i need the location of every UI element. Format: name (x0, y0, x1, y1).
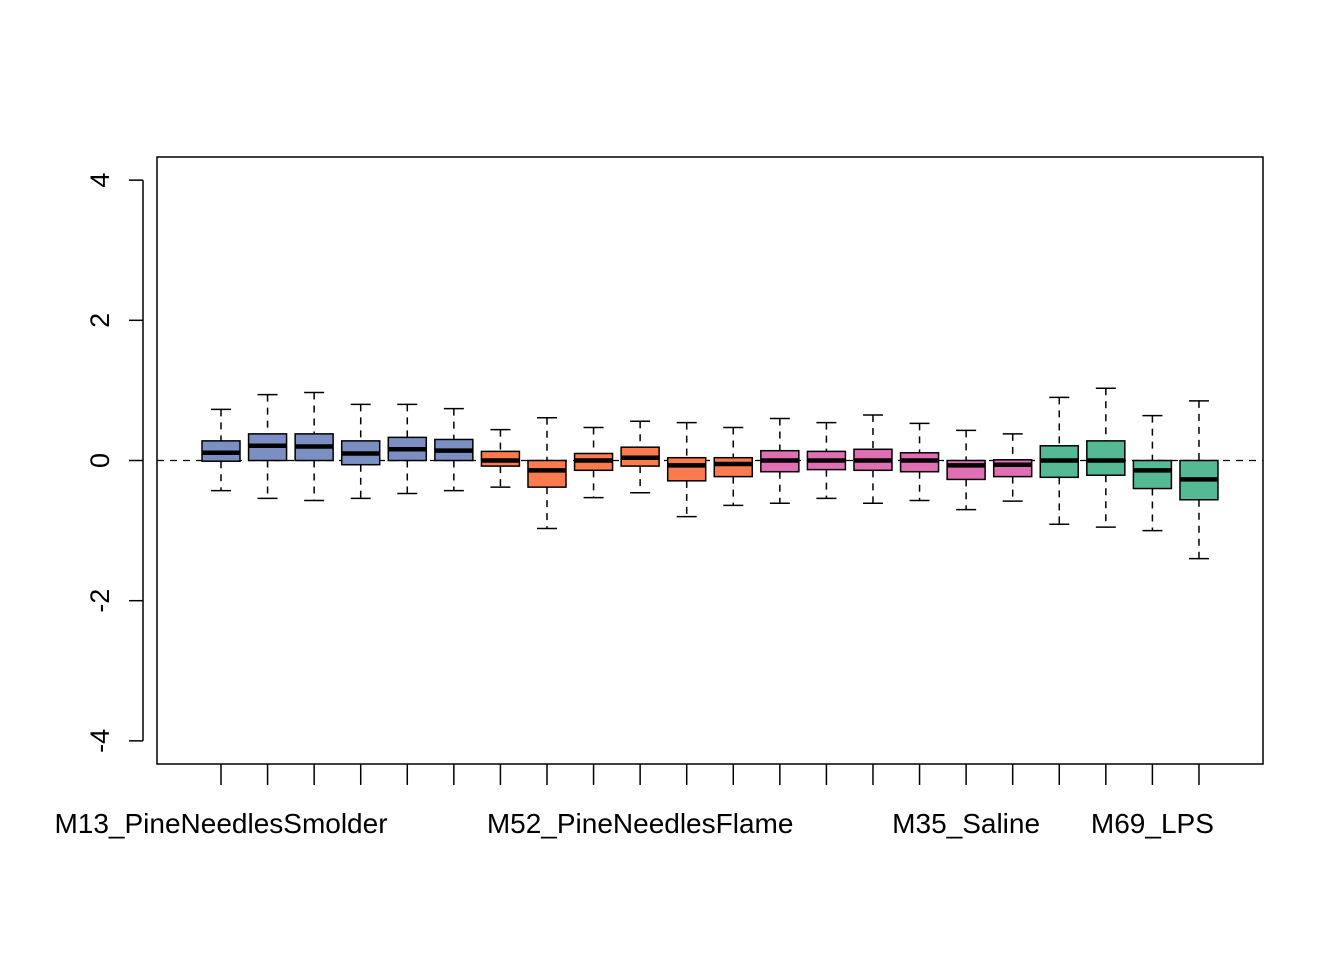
box (992, 459, 1033, 478)
box (1086, 440, 1126, 476)
y-tick-label: 0 (85, 453, 115, 468)
box (666, 456, 707, 482)
x-tick-label: M52_PineNeedlesFlame (487, 808, 794, 839)
box (527, 459, 567, 488)
y-tick-label: 4 (85, 173, 115, 188)
box (1132, 459, 1173, 490)
box (713, 456, 754, 478)
x-tick-label: M13_PineNeedlesSmolder (54, 808, 387, 839)
x-tick-label: M69_LPS (1091, 808, 1214, 839)
y-tick-label: 2 (85, 313, 115, 328)
x-tick-label: M35_Saline (892, 808, 1040, 839)
y-tick-label: -4 (85, 729, 115, 753)
y-tick-label: -2 (85, 589, 115, 613)
